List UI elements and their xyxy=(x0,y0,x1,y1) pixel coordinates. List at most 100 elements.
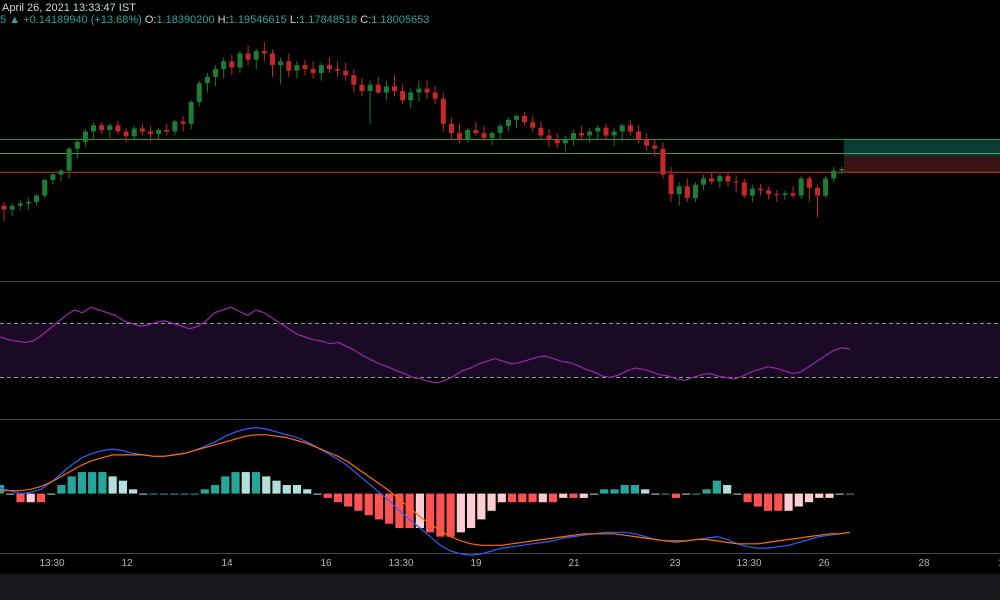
candle-body xyxy=(538,127,544,136)
open-value: 1.18390200 xyxy=(156,14,215,26)
candle-body xyxy=(823,178,829,196)
x-axis-tick-label: 23 xyxy=(669,558,681,569)
macd-histogram-bar xyxy=(794,493,803,507)
open-label: O: xyxy=(144,14,157,26)
macd-histogram-bar xyxy=(579,493,588,498)
candle-body xyxy=(758,188,764,191)
candle-body xyxy=(473,130,479,134)
candle-body xyxy=(326,65,332,70)
candle-body xyxy=(359,84,365,91)
macd-histogram-bar xyxy=(763,493,773,511)
macd-histogram-bar xyxy=(292,484,302,494)
macd-histogram-bar xyxy=(661,493,670,495)
macd-histogram-bar xyxy=(620,484,629,494)
x-axis-tick-label: 13:30 xyxy=(39,558,64,569)
candle-body xyxy=(318,65,324,73)
candle-body xyxy=(383,86,389,93)
x-axis-tick-label: 28 xyxy=(918,558,930,569)
candle-body xyxy=(17,203,23,206)
macd-histogram-bar xyxy=(88,472,97,494)
macd-histogram-bar xyxy=(712,480,721,494)
candle-body xyxy=(701,178,707,185)
x-axis-tick-label: 19 xyxy=(470,558,482,569)
macd-histogram-bar xyxy=(589,493,599,495)
macd-histogram-bar xyxy=(845,493,855,495)
candle-body xyxy=(107,125,113,130)
candle-body xyxy=(448,123,454,134)
candle-body xyxy=(530,122,536,128)
candle-body xyxy=(253,51,259,60)
macd-histogram-bar xyxy=(702,489,711,494)
macd-histogram-bar xyxy=(16,493,25,503)
position-target-zone xyxy=(843,139,1000,157)
candle-body xyxy=(229,61,235,68)
candle-body xyxy=(180,121,186,124)
candle-body xyxy=(245,53,251,60)
candle-body xyxy=(440,98,446,124)
close-label: C: xyxy=(360,14,372,26)
macd-histogram-bar xyxy=(723,484,732,494)
macd-histogram-bar xyxy=(190,493,199,495)
candle-body xyxy=(164,130,170,132)
candle-body xyxy=(733,181,739,183)
candle-body xyxy=(213,69,219,77)
macd-histogram-bar xyxy=(641,489,650,494)
candle-body xyxy=(237,53,243,68)
macd-histogram-bar xyxy=(610,489,619,494)
candle-body xyxy=(619,125,625,132)
x-axis-tick-label: 13: xyxy=(998,558,1000,569)
candle-body xyxy=(806,178,812,188)
macd-histogram-bar xyxy=(129,489,138,494)
price-chart[interactable]: 13:30 12 14 16 13:30 19 21 23 13:30 26 28 13: xyxy=(0,0,1000,574)
macd-histogram-bar xyxy=(364,493,373,516)
rsi-band xyxy=(0,323,1000,378)
macd-histogram-bar xyxy=(282,484,291,494)
macd-histogram-bar xyxy=(804,493,814,503)
macd-histogram-bar xyxy=(385,493,394,524)
candle-body xyxy=(798,178,804,196)
candle-body xyxy=(408,92,414,101)
macd-histogram-bar xyxy=(210,484,220,494)
macd-histogram-bar xyxy=(6,493,15,495)
chart-header: April 26, 2021 13:33:47 IST 5 ▲ +0.14189… xyxy=(0,0,1000,28)
candle-body xyxy=(131,128,137,137)
candle-body xyxy=(82,131,88,142)
candle-body xyxy=(147,131,153,134)
candle-body xyxy=(66,148,72,171)
macd-histogram-bar xyxy=(559,493,568,498)
candle-body xyxy=(74,141,80,149)
candle-body xyxy=(725,176,731,182)
macd-histogram-bar xyxy=(600,489,609,494)
macd-histogram-bar xyxy=(303,489,312,494)
macd-histogram-bar xyxy=(333,493,343,503)
candle-body xyxy=(814,187,820,196)
macd-histogram-bar xyxy=(405,493,414,529)
macd-histogram-bar xyxy=(466,493,476,529)
candle-body xyxy=(660,148,666,175)
candle-body xyxy=(554,139,560,144)
candle-body xyxy=(172,121,178,132)
candle-body xyxy=(261,51,267,54)
candle-body xyxy=(676,186,682,195)
candle-body xyxy=(432,92,438,99)
candle-body xyxy=(497,126,503,134)
macd-histogram-bar xyxy=(159,493,168,495)
candle-body xyxy=(782,193,788,195)
candle-body xyxy=(652,145,658,149)
candle-body xyxy=(839,169,845,171)
signal-line xyxy=(0,434,851,546)
macd-histogram-bar xyxy=(774,493,783,511)
macd-histogram-bar xyxy=(251,472,261,494)
candle-body xyxy=(717,176,723,182)
candle-body xyxy=(416,88,422,93)
macd-histogram-bar xyxy=(272,480,281,494)
x-axis-tick-label: 13:30 xyxy=(388,558,413,569)
candle-body xyxy=(123,131,129,137)
macd-histogram-bar xyxy=(753,493,762,507)
macd-histogram-bar xyxy=(0,484,5,494)
candle-body xyxy=(611,131,617,136)
candle-body xyxy=(99,125,105,130)
candle-body xyxy=(335,69,341,71)
candle-body xyxy=(562,139,568,144)
macd-histogram-bar xyxy=(548,493,558,503)
